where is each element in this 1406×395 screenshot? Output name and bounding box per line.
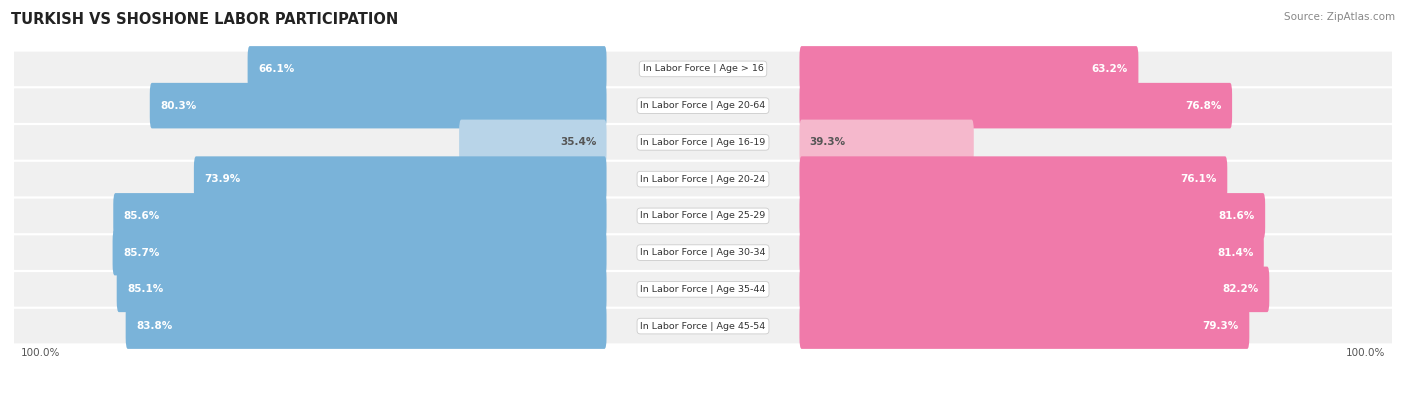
FancyBboxPatch shape	[800, 303, 1250, 349]
FancyBboxPatch shape	[14, 235, 1392, 270]
Text: In Labor Force | Age 16-19: In Labor Force | Age 16-19	[640, 138, 766, 147]
FancyBboxPatch shape	[460, 120, 606, 165]
Text: In Labor Force | Age 45-54: In Labor Force | Age 45-54	[640, 322, 766, 331]
Text: In Labor Force | Age > 16: In Labor Force | Age > 16	[643, 64, 763, 73]
Text: 83.8%: 83.8%	[136, 321, 173, 331]
FancyBboxPatch shape	[800, 230, 1264, 275]
FancyBboxPatch shape	[125, 303, 606, 349]
FancyBboxPatch shape	[117, 267, 606, 312]
Text: Source: ZipAtlas.com: Source: ZipAtlas.com	[1284, 12, 1395, 22]
FancyBboxPatch shape	[800, 267, 1270, 312]
Text: 100.0%: 100.0%	[1346, 348, 1385, 357]
Text: 73.9%: 73.9%	[204, 174, 240, 184]
Text: 80.3%: 80.3%	[160, 101, 197, 111]
Text: In Labor Force | Age 20-24: In Labor Force | Age 20-24	[640, 175, 766, 184]
FancyBboxPatch shape	[14, 199, 1392, 233]
Text: 81.6%: 81.6%	[1219, 211, 1254, 221]
FancyBboxPatch shape	[14, 88, 1392, 123]
FancyBboxPatch shape	[150, 83, 606, 128]
Text: TURKISH VS SHOSHONE LABOR PARTICIPATION: TURKISH VS SHOSHONE LABOR PARTICIPATION	[11, 12, 398, 27]
Text: 85.1%: 85.1%	[127, 284, 163, 294]
Text: In Labor Force | Age 30-34: In Labor Force | Age 30-34	[640, 248, 766, 257]
FancyBboxPatch shape	[247, 46, 606, 92]
FancyBboxPatch shape	[800, 120, 974, 165]
FancyBboxPatch shape	[14, 309, 1392, 343]
Text: 35.4%: 35.4%	[560, 137, 596, 147]
FancyBboxPatch shape	[114, 193, 606, 239]
FancyBboxPatch shape	[112, 230, 606, 275]
Text: 63.2%: 63.2%	[1092, 64, 1128, 74]
Text: 100.0%: 100.0%	[21, 348, 60, 357]
FancyBboxPatch shape	[800, 156, 1227, 202]
FancyBboxPatch shape	[800, 193, 1265, 239]
Text: In Labor Force | Age 35-44: In Labor Force | Age 35-44	[640, 285, 766, 294]
FancyBboxPatch shape	[14, 125, 1392, 160]
FancyBboxPatch shape	[800, 46, 1139, 92]
FancyBboxPatch shape	[800, 83, 1232, 128]
Text: 66.1%: 66.1%	[257, 64, 294, 74]
Text: 85.7%: 85.7%	[122, 248, 159, 258]
Text: In Labor Force | Age 25-29: In Labor Force | Age 25-29	[640, 211, 766, 220]
Text: In Labor Force | Age 20-64: In Labor Force | Age 20-64	[640, 101, 766, 110]
FancyBboxPatch shape	[14, 162, 1392, 196]
Text: 82.2%: 82.2%	[1223, 284, 1258, 294]
FancyBboxPatch shape	[14, 52, 1392, 86]
FancyBboxPatch shape	[194, 156, 606, 202]
Text: 85.6%: 85.6%	[124, 211, 160, 221]
Text: 76.8%: 76.8%	[1185, 101, 1222, 111]
Text: 79.3%: 79.3%	[1202, 321, 1239, 331]
Text: 81.4%: 81.4%	[1218, 248, 1254, 258]
Text: 76.1%: 76.1%	[1181, 174, 1218, 184]
Text: 39.3%: 39.3%	[810, 137, 846, 147]
FancyBboxPatch shape	[14, 272, 1392, 307]
